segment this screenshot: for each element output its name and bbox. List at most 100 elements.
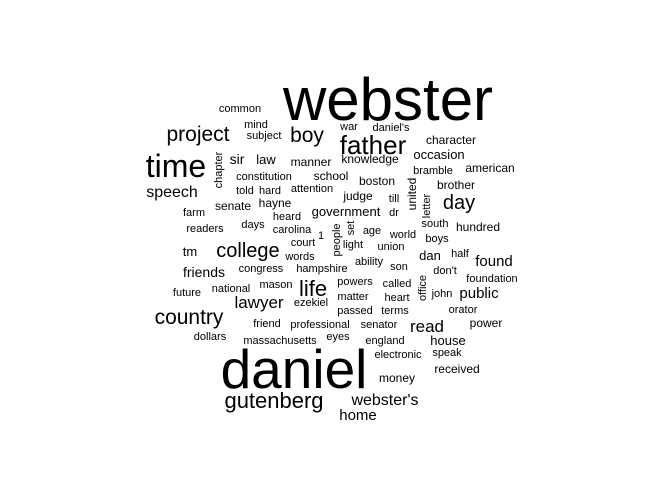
word-court: court [291, 237, 315, 249]
word-world: world [389, 229, 416, 241]
word-mind: mind [244, 119, 268, 131]
word-bramble: bramble [413, 165, 453, 177]
word-chapter: chapter [213, 151, 225, 188]
word-hundred: hundred [456, 220, 500, 234]
word-occasion: occasion [413, 147, 464, 162]
word-son: son [390, 261, 408, 273]
word-carolina: carolina [273, 224, 312, 236]
word-ability: ability [355, 256, 384, 268]
word-government: government [312, 204, 381, 219]
word-dr: dr [389, 207, 399, 219]
word-letter: letter [421, 193, 433, 218]
word-half: half [451, 248, 470, 260]
word-country: country [155, 306, 224, 329]
word-light: light [343, 239, 363, 251]
word-time: time [146, 148, 206, 184]
word-attention: attention [291, 183, 333, 195]
word-war: war [339, 121, 358, 133]
word-american: american [465, 161, 514, 175]
word-hayne: hayne [259, 196, 292, 210]
word-school: school [314, 169, 349, 183]
word-told: told [236, 185, 254, 197]
word-tm: tm [183, 244, 197, 259]
word-gutenberg: gutenberg [224, 388, 323, 413]
word-called: called [383, 278, 412, 290]
word-age: age [363, 225, 381, 237]
word-speech: speech [146, 184, 198, 201]
word-professional: professional [290, 319, 349, 331]
word-friend: friend [253, 318, 281, 330]
word-massachusetts: massachusetts [243, 335, 317, 347]
word-set: set [345, 221, 357, 236]
word-knowledge: knowledge [341, 152, 399, 166]
word-till: till [389, 193, 399, 205]
word-don-t: don't [433, 265, 457, 277]
word-life: life [299, 276, 327, 301]
word-orator: orator [449, 304, 478, 316]
word-read: read [410, 317, 444, 336]
word-manner: manner [291, 155, 332, 169]
word-mason: mason [259, 279, 292, 291]
word-boy: boy [290, 124, 324, 147]
word-national: national [212, 283, 251, 295]
word-speak: speak [432, 347, 462, 359]
word-days: days [241, 219, 265, 231]
word-dollars: dollars [194, 331, 227, 343]
word-money: money [379, 371, 415, 385]
word-electronic: electronic [374, 349, 422, 361]
word-daniel-s: daniel's [373, 122, 410, 134]
word-eyes: eyes [326, 331, 350, 343]
word-public: public [459, 285, 499, 302]
word-day: day [443, 192, 475, 214]
word-law: law [256, 152, 276, 167]
word-people: people [331, 223, 343, 256]
word-sir: sir [230, 151, 245, 167]
word-readers: readers [186, 223, 224, 235]
word-heart: heart [384, 292, 409, 304]
word-heard: heard [273, 211, 301, 223]
word-hard: hard [259, 185, 281, 197]
word-england: england [365, 335, 404, 347]
word-found: found [475, 253, 513, 270]
word-office: office [417, 275, 429, 301]
word-webster: webster [282, 66, 493, 133]
word-john: john [431, 288, 453, 300]
word-hampshire: hampshire [296, 263, 347, 275]
word-passed: passed [337, 305, 372, 317]
word-ezekiel: ezekiel [294, 297, 328, 309]
word-subject: subject [247, 130, 282, 142]
word-powers: powers [337, 276, 373, 288]
word-webster-s: webster's [350, 392, 418, 409]
word-union: union [378, 241, 405, 253]
word-received: received [434, 362, 479, 376]
word-character: character [426, 133, 476, 147]
word-foundation: foundation [466, 273, 517, 285]
word-boys: boys [425, 233, 449, 245]
word-matter: matter [337, 291, 369, 303]
word-house: house [430, 333, 465, 348]
word-project: project [166, 123, 229, 146]
word-college: college [216, 240, 279, 262]
word-farm: farm [183, 207, 205, 219]
word-constitution: constitution [236, 171, 292, 183]
word-south: south [422, 218, 449, 230]
word-1: 1 [318, 230, 324, 242]
word-lawyer: lawyer [234, 293, 283, 312]
word-home: home [339, 407, 377, 424]
word-terms: terms [381, 305, 409, 317]
word-congress: congress [239, 263, 284, 275]
word-brother: brother [437, 178, 475, 192]
word-judge: judge [342, 189, 373, 203]
word-friends: friends [183, 264, 225, 280]
word-boston: boston [359, 174, 395, 188]
word-future: future [173, 287, 201, 299]
word-senate: senate [215, 199, 251, 213]
word-senator: senator [361, 319, 398, 331]
word-common: common [219, 103, 261, 115]
word-words: words [284, 251, 315, 263]
word-united: united [405, 178, 419, 211]
word-father: father [340, 130, 407, 160]
word-dan: dan [419, 248, 441, 263]
word-daniel: daniel [221, 338, 368, 400]
